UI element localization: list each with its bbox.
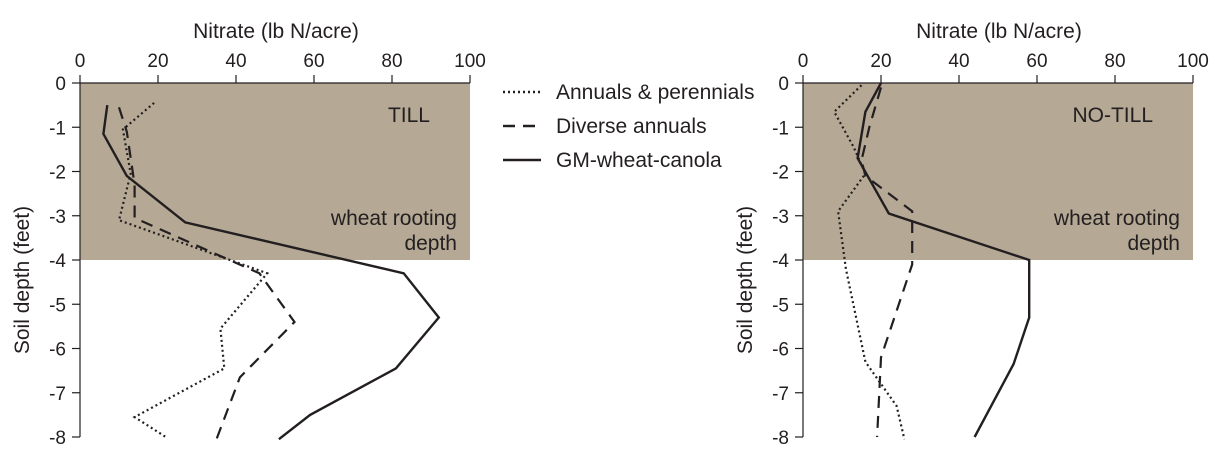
y-axis-label: Soil depth (feet) <box>11 206 34 354</box>
y-tick-label: -1 <box>772 118 789 139</box>
y-tick-label: -5 <box>49 295 66 316</box>
y-tick-label: -8 <box>49 428 66 449</box>
y-tick-label: -3 <box>49 207 66 228</box>
series-layer <box>102 102 441 441</box>
x-axis-label: Nitrate (lb N/acre) <box>916 20 1082 43</box>
series-line-dashed <box>860 87 914 438</box>
series-layer <box>832 82 1031 440</box>
x-tick-label: 40 <box>948 51 969 72</box>
y-axis-label: Soil depth (feet) <box>734 206 757 354</box>
shade-label: depth <box>1127 232 1180 255</box>
series-line-dashed <box>117 106 296 440</box>
y-tick-label: -7 <box>772 384 789 405</box>
x-tick-label: 0 <box>798 51 809 72</box>
axes: 0 20 40 60 80 100 0 -1 -2 -3 -4 -5 -6 -7 -8 <box>49 51 486 449</box>
y-tick-label: 0 <box>55 74 66 95</box>
shade-label: depth <box>404 232 457 255</box>
x-tick-label: 80 <box>381 51 402 72</box>
y-tick-label: -4 <box>49 251 66 272</box>
root-zone-shade <box>803 83 1193 260</box>
x-tick-label: 60 <box>1026 51 1047 72</box>
y-tick-label: -4 <box>772 251 789 272</box>
x-tick-label: 100 <box>1177 51 1209 72</box>
y-tick-label: -1 <box>49 118 66 139</box>
legend: Annuals & perennials Diverse annuals GM-… <box>503 81 754 172</box>
series-line-dotted <box>117 102 270 438</box>
x-axis-label: Nitrate (lb N/acre) <box>193 20 359 43</box>
y-tick-label: -3 <box>772 207 789 228</box>
x-tick-label: 80 <box>1104 51 1125 72</box>
no-till-panel: Nitrate (lb N/acre) Soil depth (feet) NO… <box>734 20 1209 449</box>
y-tick-label: 0 <box>778 74 789 95</box>
x-tick-label: 20 <box>870 51 891 72</box>
legend-label: GM-wheat-canola <box>556 149 722 172</box>
x-tick-label: 40 <box>225 51 246 72</box>
legend-label: Diverse annuals <box>556 115 707 138</box>
x-tick-label: 20 <box>147 51 168 72</box>
y-tick-label: -6 <box>49 340 66 361</box>
legend-label: Annuals & perennials <box>556 81 754 104</box>
y-tick-label: -5 <box>772 295 789 316</box>
till-panel: Nitrate (lb N/acre) Soil depth (feet) TI… <box>11 20 486 449</box>
series-line-dotted <box>832 84 906 440</box>
shade-label: wheat rooting <box>1053 207 1180 230</box>
series-line-solid <box>856 82 1031 438</box>
x-tick-label: 0 <box>75 51 86 72</box>
y-tick-label: -2 <box>772 163 789 184</box>
y-tick-label: -8 <box>772 428 789 449</box>
x-tick-label: 60 <box>303 51 324 72</box>
panel-label: NO-TILL <box>1072 104 1153 127</box>
legend-entry: Annuals & perennials <box>503 81 754 104</box>
axes: 0 20 40 60 80 100 0 -1 -2 -3 -4 -5 -6 -7 -8 <box>772 51 1209 449</box>
series-line-solid <box>102 104 441 441</box>
y-tick-label: -6 <box>772 340 789 361</box>
x-tick-label: 100 <box>454 51 486 72</box>
panel-label: TILL <box>388 104 430 127</box>
y-tick-label: -2 <box>49 163 66 184</box>
legend-entry: GM-wheat-canola <box>503 149 722 172</box>
y-tick-label: -7 <box>49 384 66 405</box>
legend-entry: Diverse annuals <box>503 115 707 138</box>
shade-label: wheat rooting <box>330 207 457 230</box>
